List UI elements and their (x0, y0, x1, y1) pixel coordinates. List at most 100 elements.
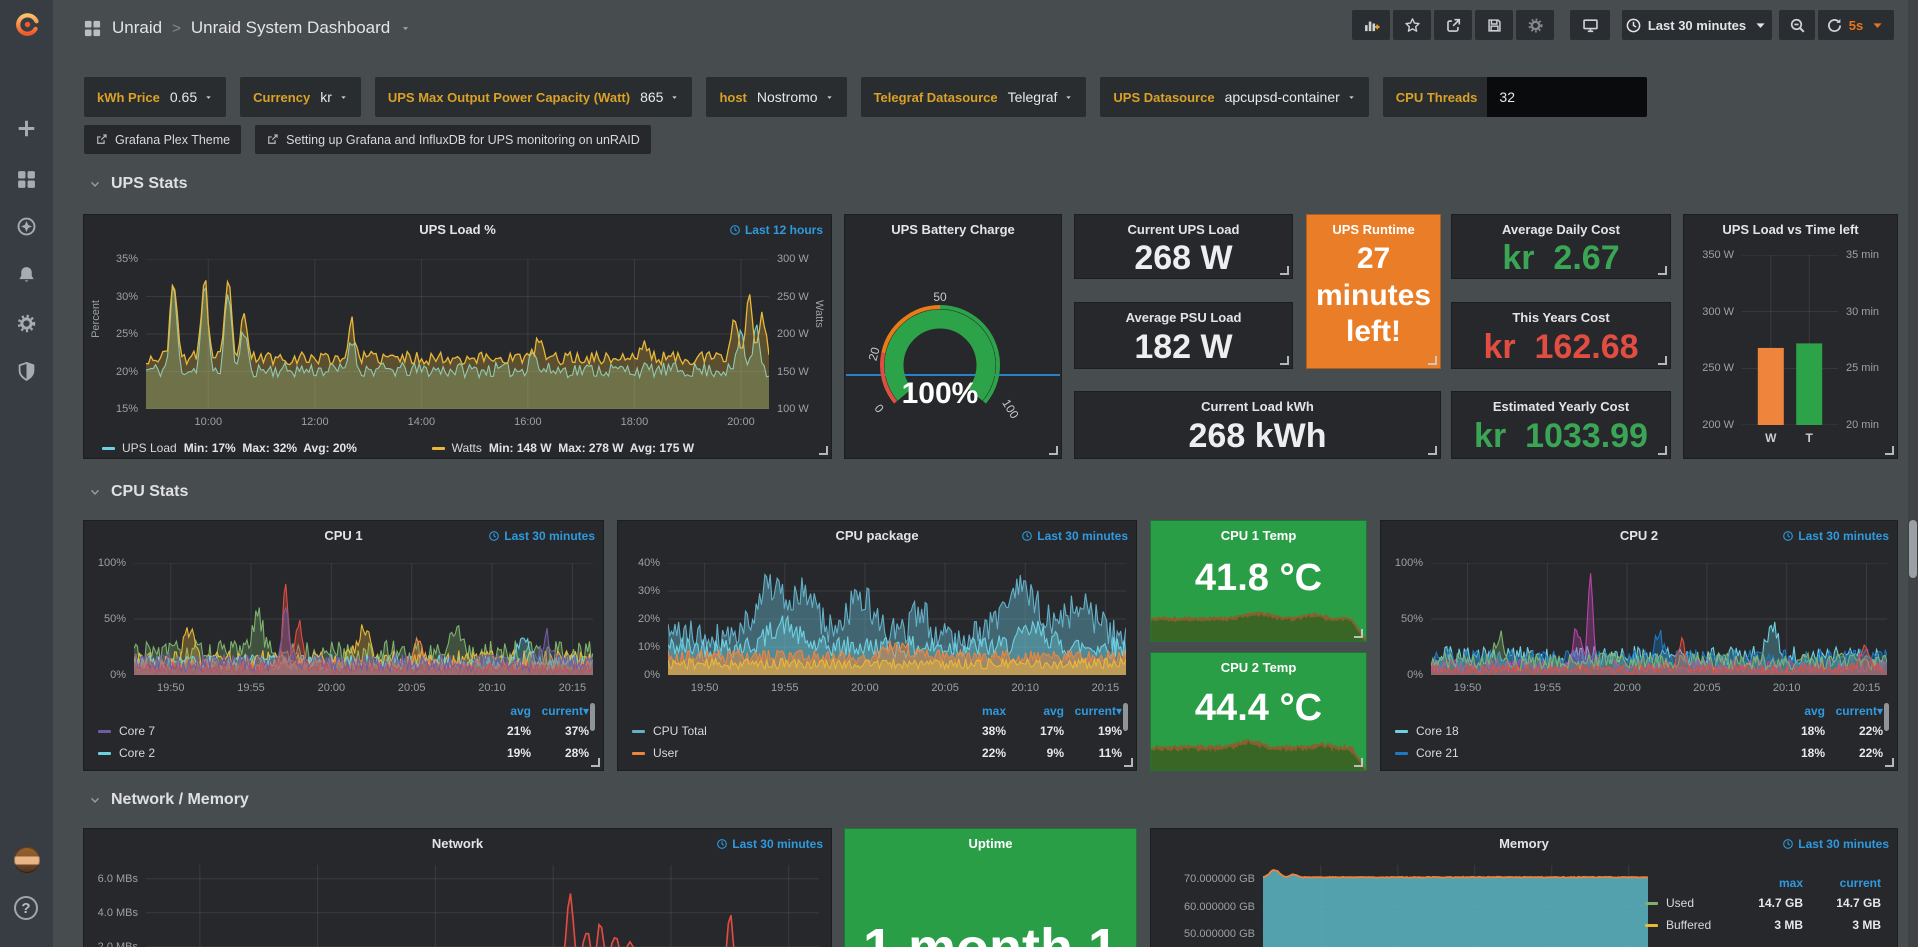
share-dashboard-button[interactable] (1434, 10, 1472, 40)
panel-timeframe[interactable]: Last 30 minutes (488, 529, 595, 543)
variable-ups-datasource[interactable]: UPS Datasource apcupsd-container (1100, 77, 1368, 117)
sidebar-item-configuration[interactable] (0, 302, 53, 344)
sidebar-item-explore[interactable] (0, 205, 53, 247)
time-range-picker[interactable]: Last 30 minutes (1622, 10, 1772, 40)
load-vs-time-chart[interactable] (1742, 255, 1838, 425)
page-scrollbar-track[interactable] (1908, 0, 1918, 947)
panel-resize-handle[interactable] (1658, 266, 1667, 275)
panel-title[interactable]: UPS Load vs Time left (1684, 222, 1897, 237)
sidebar-item-admin[interactable] (0, 350, 53, 392)
panel-resize-handle[interactable] (1658, 446, 1667, 455)
variable-kwh-price[interactable]: kWh Price 0.65 (84, 77, 226, 117)
add-panel-button[interactable] (1352, 10, 1390, 40)
legend-sort-header[interactable]: max (1725, 876, 1803, 890)
help-icon[interactable]: ? (14, 896, 38, 920)
panel-title[interactable]: UPS Runtime (1307, 222, 1440, 237)
legend-sort-header[interactable]: current (1803, 876, 1881, 890)
legend-series-name[interactable]: Core 21 (1395, 746, 1767, 760)
panel-resize-handle[interactable] (819, 446, 828, 455)
cpu1-chart[interactable] (134, 563, 593, 675)
legend-scrollbar[interactable] (590, 703, 595, 731)
legend-series[interactable]: UPS LoadMin: 17% Max: 32% Avg: 20% (102, 441, 357, 455)
memory-chart[interactable] (1263, 865, 1648, 947)
link-ups-monitoring-guide[interactable]: Setting up Grafana and InfluxDB for UPS … (255, 125, 651, 154)
chevron-down-icon[interactable] (400, 23, 411, 34)
variable-currency[interactable]: Currency kr (240, 77, 361, 117)
bar-t[interactable] (1796, 343, 1822, 425)
panel-title[interactable]: CPU 2 Temp (1151, 660, 1366, 675)
legend-sort-header[interactable]: current▾ (531, 704, 589, 718)
section-ups-stats[interactable]: UPS Stats (88, 175, 187, 193)
network-chart[interactable] (146, 865, 819, 947)
cycle-view-mode-button[interactable] (1570, 10, 1610, 40)
legend-scrollbar[interactable] (1123, 703, 1128, 731)
legend-sort-header[interactable]: avg (1767, 704, 1825, 718)
dashboard-settings-button[interactable] (1516, 10, 1554, 40)
variable-telegraf-datasource[interactable]: Telegraf Datasource Telegraf (861, 77, 1087, 117)
panel-resize-handle[interactable] (1885, 446, 1894, 455)
panel-resize-handle[interactable] (1885, 758, 1894, 767)
legend-series-name[interactable]: Core 18 (1395, 724, 1767, 738)
panel-title[interactable]: Estimated Yearly Cost (1452, 399, 1670, 414)
legend-series-name[interactable]: Buffered (1645, 918, 1725, 932)
legend-sort-header[interactable]: avg (1006, 704, 1064, 718)
panel-title[interactable]: Uptime (845, 836, 1136, 851)
page-scrollbar-thumb[interactable] (1909, 520, 1917, 578)
refresh-picker[interactable]: 5s (1818, 10, 1894, 40)
legend-scrollbar[interactable] (1884, 703, 1889, 731)
legend-series-name[interactable]: Core 2 (98, 746, 473, 760)
cpu-package-chart[interactable] (668, 563, 1126, 675)
panel-resize-handle[interactable] (1428, 356, 1437, 365)
breadcrumb-folder[interactable]: Unraid (112, 18, 162, 38)
sidebar-item-dashboards[interactable] (0, 158, 53, 200)
panel-title[interactable]: Average PSU Load (1075, 310, 1292, 325)
breadcrumb-dashboard-title[interactable]: Unraid System Dashboard (191, 18, 390, 38)
cpu2-chart[interactable] (1431, 563, 1887, 675)
panel-resize-handle[interactable] (1354, 758, 1363, 767)
ups-load-chart[interactable] (146, 259, 769, 409)
link-grafana-plex-theme[interactable]: Grafana Plex Theme (84, 125, 241, 154)
panel-resize-handle[interactable] (1658, 356, 1667, 365)
panel-title[interactable]: This Years Cost (1452, 310, 1670, 325)
panel-resize-handle[interactable] (591, 758, 600, 767)
section-cpu-stats[interactable]: CPU Stats (88, 483, 188, 501)
sidebar-item-create[interactable] (0, 107, 53, 149)
legend-series-name[interactable]: Used (1645, 896, 1725, 910)
user-avatar[interactable] (14, 847, 40, 873)
legend-series-name[interactable]: CPU Total (632, 724, 948, 738)
variable-host[interactable]: host Nostromo (706, 77, 846, 117)
dashboard-picker-icon[interactable] (83, 19, 102, 38)
grafana-logo[interactable] (9, 7, 45, 43)
panel-timeframe[interactable]: Last 30 minutes (1782, 529, 1889, 543)
legend-sort-header[interactable]: current▾ (1825, 704, 1883, 718)
legend-series[interactable]: WattsMin: 148 W Max: 278 W Avg: 175 W (432, 441, 694, 455)
panel-title[interactable]: CPU 1 Temp (1151, 528, 1366, 543)
panel-timeframe[interactable]: Last 12 hours (729, 223, 823, 237)
legend-sort-header[interactable]: current▾ (1064, 704, 1122, 718)
panel-title[interactable]: UPS Load % (84, 222, 831, 237)
panel-timeframe[interactable]: Last 30 minutes (716, 837, 823, 851)
zoom-out-time-button[interactable] (1779, 10, 1815, 40)
panel-resize-handle[interactable] (1354, 629, 1363, 638)
legend-series-name[interactable]: User (632, 746, 948, 760)
panel-timeframe[interactable]: Last 30 minutes (1021, 529, 1128, 543)
legend-sort-header[interactable]: max (948, 704, 1006, 718)
variable-ups-max-output[interactable]: UPS Max Output Power Capacity (Watt) 865 (375, 77, 693, 117)
panel-resize-handle[interactable] (1124, 758, 1133, 767)
legend-series-name[interactable]: Core 7 (98, 724, 473, 738)
panel-resize-handle[interactable] (1280, 356, 1289, 365)
section-network-memory[interactable]: Network / Memory (88, 791, 249, 809)
panel-resize-handle[interactable] (1280, 266, 1289, 275)
panel-resize-handle[interactable] (1428, 446, 1437, 455)
bar-w[interactable] (1758, 348, 1784, 425)
panel-title[interactable]: Average Daily Cost (1452, 222, 1670, 237)
panel-title[interactable]: Current UPS Load (1075, 222, 1292, 237)
legend-sort-header[interactable]: avg (473, 704, 531, 718)
panel-resize-handle[interactable] (1049, 446, 1058, 455)
panel-timeframe[interactable]: Last 30 minutes (1782, 837, 1889, 851)
save-dashboard-button[interactable] (1475, 10, 1513, 40)
cpu-threads-input[interactable]: 32 (1487, 77, 1647, 117)
star-dashboard-button[interactable] (1393, 10, 1431, 40)
battery-gauge[interactable]: 50 20 0 100 100% (854, 231, 1054, 441)
panel-title[interactable]: Current Load kWh (1075, 399, 1440, 414)
